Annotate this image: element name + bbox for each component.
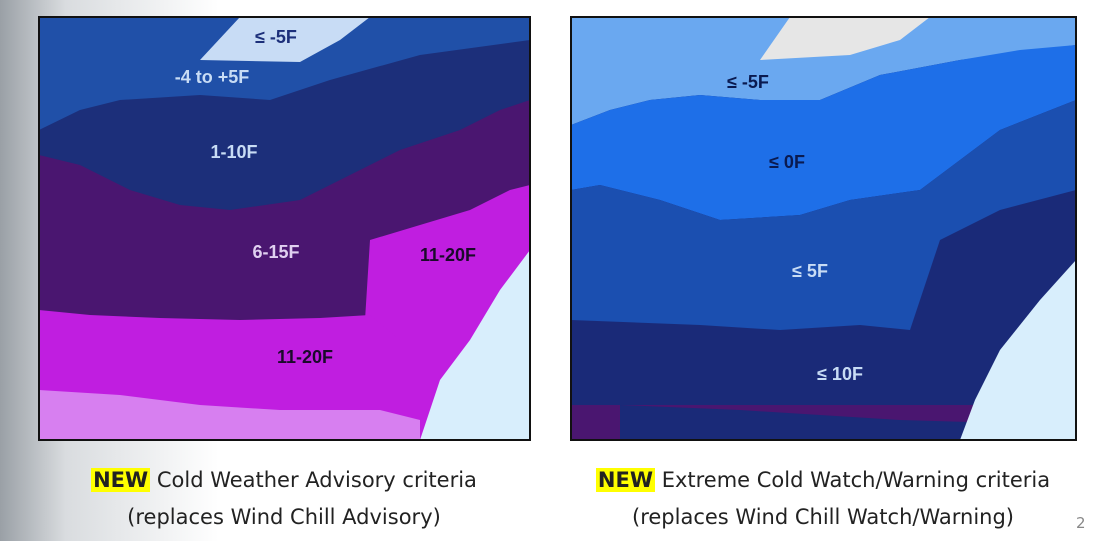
caption: NEW Cold Weather Advisory criteria (repl… xyxy=(24,462,544,536)
map-label: ≤ 5F xyxy=(792,261,828,281)
map-label: ≤ 0F xyxy=(769,152,805,172)
map-label: 6-15F xyxy=(252,242,299,262)
left-map: ≤ -5F -4 to +5F 1-10F 6-15F 11-20F 11-20… xyxy=(38,16,531,441)
map-label: ≤ -5F xyxy=(727,72,769,92)
region xyxy=(200,17,370,62)
region xyxy=(620,405,1076,440)
map-frame xyxy=(38,16,531,441)
highlight: NEW xyxy=(91,468,151,492)
map-label: 1-10F xyxy=(210,142,257,162)
caption: NEW Extreme Cold Watch/Warning criteria … xyxy=(563,462,1083,536)
region xyxy=(760,17,930,60)
page-number: 2 xyxy=(1076,514,1086,532)
map-label: ≤ 10F xyxy=(817,364,863,384)
caption-text: Extreme Cold Watch/Warning criteria xyxy=(661,468,1051,492)
map-label: 11-20F xyxy=(277,347,333,367)
region xyxy=(571,100,1076,330)
caption-line: NEW Cold Weather Advisory criteria xyxy=(24,462,544,499)
region xyxy=(39,17,530,130)
ocean xyxy=(420,250,530,440)
right-map: ≤ -5F ≤ 0F ≤ 5F ≤ 10F xyxy=(570,16,1077,441)
region xyxy=(571,45,1076,220)
region xyxy=(39,390,420,440)
caption-subtext: (replaces Wind Chill Watch/Warning) xyxy=(632,505,1014,529)
caption-text: Cold Weather Advisory criteria xyxy=(156,468,477,492)
ocean xyxy=(960,260,1076,440)
highlight: NEW xyxy=(595,468,655,492)
map-label: ≤ -5F xyxy=(255,27,297,47)
caption-line: NEW Extreme Cold Watch/Warning criteria xyxy=(563,462,1083,499)
map-frame xyxy=(570,16,1077,441)
map-label: -4 to +5F xyxy=(175,67,250,87)
region xyxy=(571,17,1076,125)
map-label: 11-20F xyxy=(420,245,476,265)
caption-subtext: (replaces Wind Chill Advisory) xyxy=(127,505,441,529)
